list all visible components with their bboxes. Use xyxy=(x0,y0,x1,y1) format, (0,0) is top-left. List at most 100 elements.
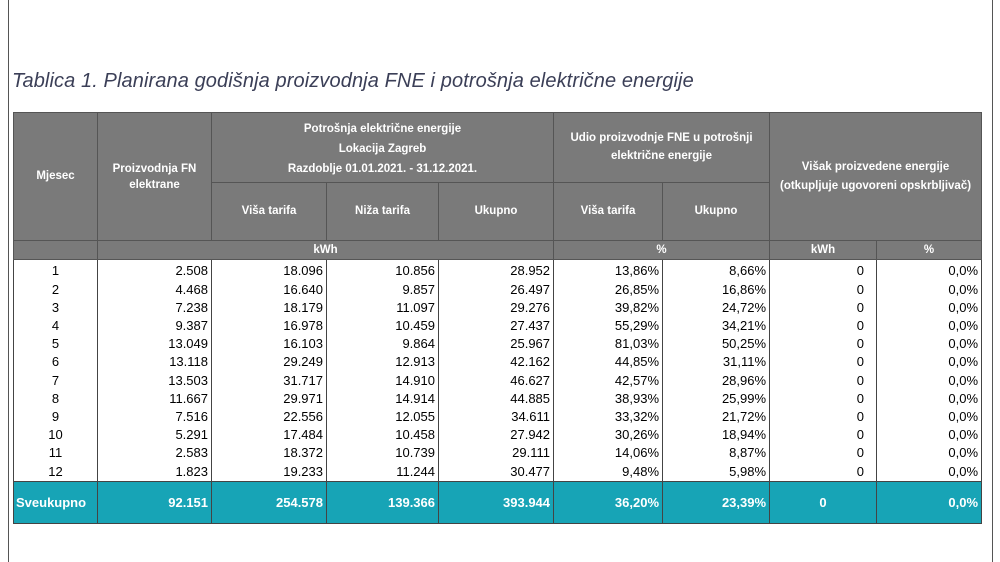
table-row: 12 1.823 19.233 11.244 30.477 9,48% 5,98% 0 0,0% xyxy=(13,462,983,482)
cell-higher-tariff: 31.717 xyxy=(211,371,327,390)
table-row: 8 11.667 29.971 14.914 44.885 38,93% 25,99% 0 0,… xyxy=(13,389,983,408)
cell-surplus-kwh: 0 xyxy=(769,371,878,390)
table-row: 2 4.468 16.640 9.857 26.497 26,85% 16,86% 0 0,0% xyxy=(13,280,983,299)
cell-production: 7.516 xyxy=(97,407,212,427)
cell-production: 13.118 xyxy=(97,353,212,372)
cell-share-higher: 9,48% xyxy=(553,462,664,482)
cell-share-total: 31,11% xyxy=(662,353,771,372)
cell-surplus-kwh: 0 xyxy=(769,259,878,281)
cell-month: 11 xyxy=(13,444,98,463)
cell-share-total: 34,21% xyxy=(662,316,771,336)
cell-surplus-kwh: 0 xyxy=(769,444,878,463)
cell-share-higher: 81,03% xyxy=(553,335,664,354)
cell-surplus-percent: 0,0% xyxy=(876,316,983,336)
table-row: 10 5.291 17.484 10.458 27.942 30,26% 18,94% 0 0,… xyxy=(13,426,983,445)
unit-surplus-kwh: kWh xyxy=(769,240,878,260)
cell-month: 10 xyxy=(13,426,98,445)
total-production: 92.151 xyxy=(97,480,212,525)
consumption-period: Razdoblje 01.01.2021. - 31.12.2021. xyxy=(287,162,478,175)
cell-share-higher: 42,57% xyxy=(553,371,664,390)
cell-month: 1 xyxy=(13,259,98,281)
cell-total: 29.111 xyxy=(437,444,555,463)
cell-surplus-percent: 0,0% xyxy=(876,335,983,354)
cell-surplus-kwh: 0 xyxy=(769,426,878,445)
unit-empty-month xyxy=(13,240,98,260)
cell-share-total: 24,72% xyxy=(662,298,771,317)
table-row: 7 13.503 31.717 14.910 46.627 42,57% 28,96% 0 0,… xyxy=(13,371,983,390)
cell-surplus-percent: 0,0% xyxy=(876,407,983,427)
cell-month: 9 xyxy=(13,407,98,427)
table-row: 1 2.508 18.096 10.856 28.952 13,86% 8,66% 0 0,0% xyxy=(13,259,983,281)
header-month: Mjesec xyxy=(13,112,98,241)
cell-lower-tariff: 10.856 xyxy=(326,259,439,281)
header-share: Udio proizvodnje FNE u potrošnji elektri… xyxy=(553,112,771,183)
cell-share-higher: 33,32% xyxy=(553,407,664,427)
cell-lower-tariff: 12.913 xyxy=(326,353,439,372)
cell-total: 26.497 xyxy=(437,280,555,299)
cell-share-total: 50,25% xyxy=(662,335,771,354)
cell-higher-tariff: 19.233 xyxy=(211,462,327,482)
header-production: Proizvodnja FN elektrane xyxy=(97,112,212,241)
consumption-title: Potrošnja električne energije xyxy=(303,122,462,135)
total-lower: 139.366 xyxy=(326,480,439,525)
cell-share-higher: 44,85% xyxy=(553,353,664,372)
cell-lower-tariff: 10.459 xyxy=(326,316,439,336)
cell-share-total: 25,99% xyxy=(662,389,771,408)
cell-higher-tariff: 18.372 xyxy=(211,444,327,463)
cell-share-higher: 14,06% xyxy=(553,444,664,463)
cell-surplus-percent: 0,0% xyxy=(876,259,983,281)
cell-month: 7 xyxy=(13,371,98,390)
cell-lower-tariff: 11.244 xyxy=(326,462,439,482)
cell-higher-tariff: 18.096 xyxy=(211,259,327,281)
cell-surplus-kwh: 0 xyxy=(769,280,878,299)
table-row: 11 2.583 18.372 10.739 29.111 14,06% 8,87% 0 0,0… xyxy=(13,444,983,463)
cell-share-total: 5,98% xyxy=(662,462,771,482)
unit-percent: % xyxy=(553,240,771,260)
header-consumption: Potrošnja električne energije Lokacija Z… xyxy=(210,112,555,183)
header-total: Ukupno xyxy=(437,182,555,241)
cell-surplus-percent: 0,0% xyxy=(876,298,983,317)
cell-surplus-kwh: 0 xyxy=(769,389,878,408)
cell-share-total: 8,87% xyxy=(662,444,771,463)
cell-total: 34.611 xyxy=(437,407,555,427)
cell-share-total: 28,96% xyxy=(662,371,771,390)
table-row: 4 9.387 16.978 10.459 27.437 55,29% 34,21% 0 0,0… xyxy=(13,316,983,336)
total-row: Sveukupno 92.151 254.578 139.366 393.944… xyxy=(13,480,983,525)
cell-total: 25.967 xyxy=(437,335,555,354)
cell-share-higher: 55,29% xyxy=(553,316,664,336)
cell-share-total: 18,94% xyxy=(662,426,771,445)
energy-table: Mjesec Proizvodnja FN elektrane Potrošnj… xyxy=(13,112,983,525)
header-higher-tariff: Viša tarifa xyxy=(211,182,327,241)
cell-share-total: 16,86% xyxy=(662,280,771,299)
header-lower-tariff: Niža tarifa xyxy=(326,182,439,241)
total-sum: 393.944 xyxy=(437,480,555,525)
table-row: 6 13.118 29.249 12.913 42.162 44,85% 31,11% 0 0,… xyxy=(13,353,983,372)
header-surplus: Višak proizvedene energije (otkupljuje u… xyxy=(769,112,983,241)
cell-surplus-percent: 0,0% xyxy=(876,353,983,372)
cell-share-higher: 39,82% xyxy=(553,298,664,317)
cell-total: 44.885 xyxy=(437,389,555,408)
cell-production: 7.238 xyxy=(97,298,212,317)
cell-surplus-kwh: 0 xyxy=(769,316,878,336)
cell-total: 46.627 xyxy=(437,371,555,390)
cell-surplus-percent: 0,0% xyxy=(876,426,983,445)
cell-month: 4 xyxy=(13,316,98,336)
cell-surplus-percent: 0,0% xyxy=(876,444,983,463)
cell-higher-tariff: 16.978 xyxy=(211,316,327,336)
total-surplus-kwh: 0 xyxy=(769,480,878,525)
cell-surplus-percent: 0,0% xyxy=(876,462,983,482)
cell-month: 6 xyxy=(13,353,98,372)
cell-higher-tariff: 16.640 xyxy=(211,280,327,299)
cell-production: 13.503 xyxy=(97,371,212,390)
cell-month: 5 xyxy=(13,335,98,354)
cell-share-higher: 13,86% xyxy=(553,259,664,281)
consumption-location: Lokacija Zagreb xyxy=(338,142,427,155)
cell-lower-tariff: 12.055 xyxy=(326,407,439,427)
table-body: 1 2.508 18.096 10.856 28.952 13,86% 8,66% 0 0,0%… xyxy=(13,259,983,482)
cell-lower-tariff: 9.857 xyxy=(326,280,439,299)
total-surplus-percent: 0,0% xyxy=(876,480,983,525)
cell-production: 9.387 xyxy=(97,316,212,336)
cell-surplus-kwh: 0 xyxy=(769,462,878,482)
cell-lower-tariff: 14.914 xyxy=(326,389,439,408)
cell-month: 2 xyxy=(13,280,98,299)
